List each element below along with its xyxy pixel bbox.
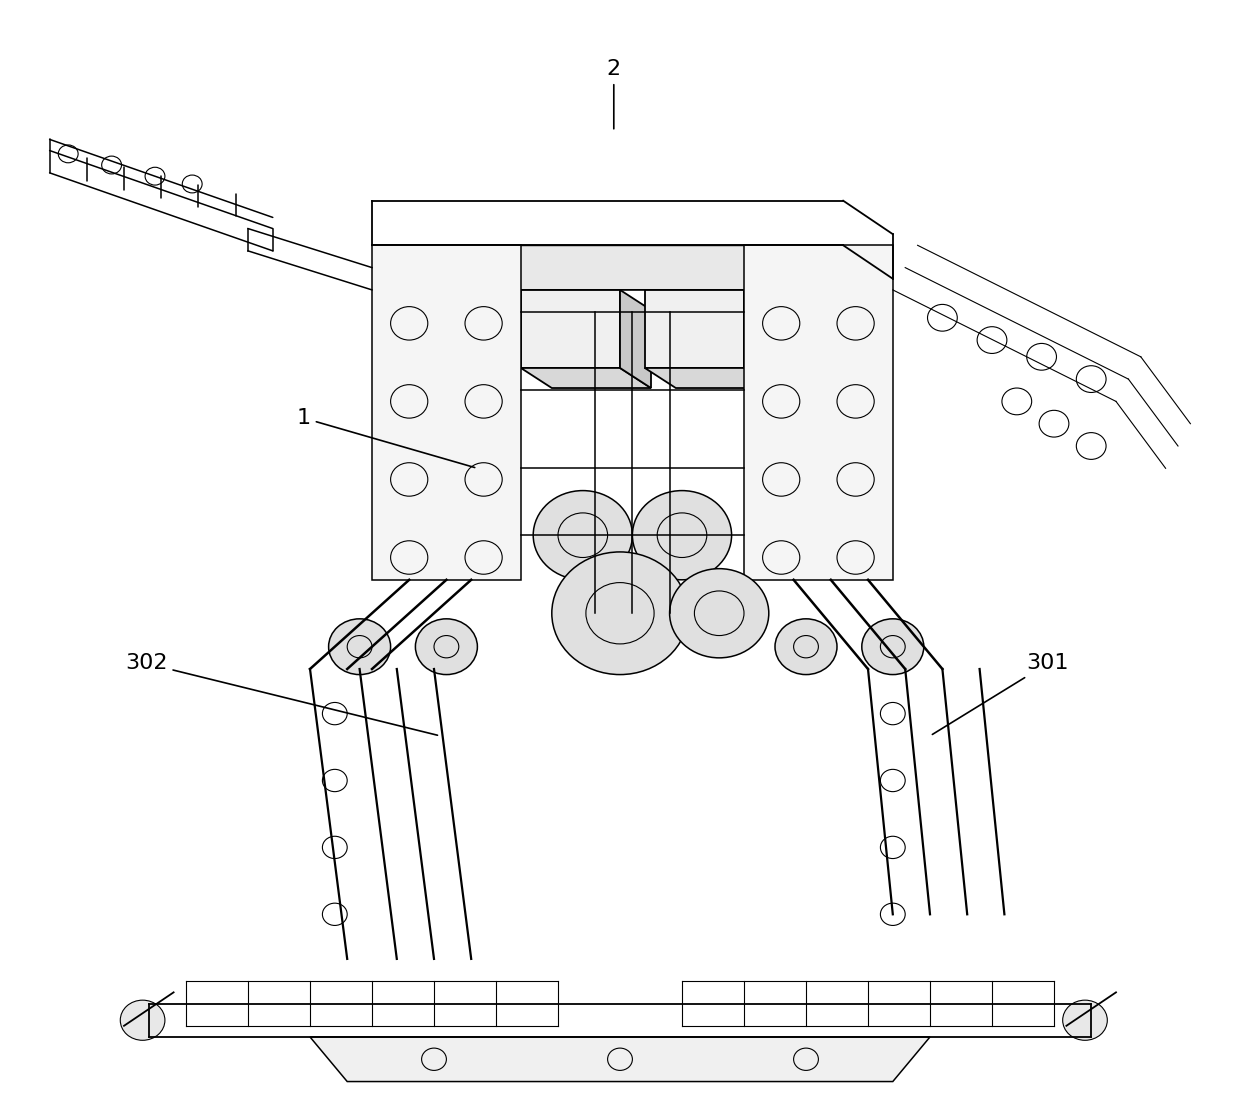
Text: 1: 1 [296,408,475,467]
Polygon shape [620,290,651,388]
Polygon shape [372,245,521,580]
Circle shape [632,491,732,580]
Circle shape [552,552,688,675]
Circle shape [415,619,477,675]
Text: 302: 302 [125,653,438,735]
Polygon shape [645,290,744,368]
Polygon shape [310,1037,930,1082]
Circle shape [533,491,632,580]
Circle shape [1063,1000,1107,1040]
Polygon shape [744,290,775,388]
Polygon shape [372,245,893,290]
Polygon shape [744,245,893,580]
Polygon shape [645,368,775,388]
Text: 301: 301 [932,653,1069,735]
Circle shape [670,569,769,658]
Circle shape [329,619,391,675]
Polygon shape [521,290,620,368]
Text: 2: 2 [606,59,621,129]
Circle shape [775,619,837,675]
Polygon shape [521,368,651,388]
Circle shape [862,619,924,675]
Circle shape [120,1000,165,1040]
